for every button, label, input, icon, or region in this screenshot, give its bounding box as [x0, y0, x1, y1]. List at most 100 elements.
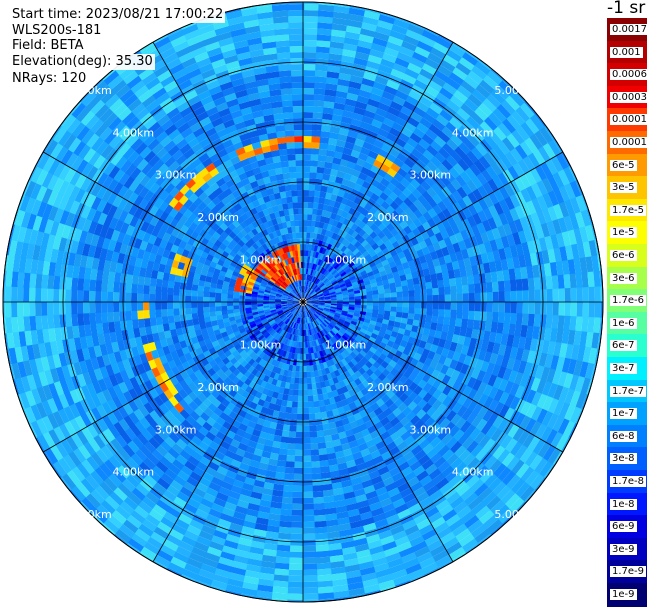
beta-cell [519, 102, 536, 120]
beta-cell [304, 280, 307, 287]
beta-cell [318, 306, 325, 309]
beta-cell [303, 22, 319, 29]
beta-cell [470, 146, 484, 161]
beta-cell [47, 300, 54, 316]
beta-cell [446, 138, 460, 152]
beta-cell [347, 325, 355, 332]
beta-cell [5, 285, 12, 302]
beta-cell [368, 357, 377, 366]
beta-cell [534, 365, 545, 381]
beta-cell [317, 203, 325, 211]
beta-cell [233, 305, 240, 310]
beta-cell [336, 276, 343, 283]
beta-cell [316, 325, 322, 332]
beta-cell [509, 245, 519, 259]
beta-cell [143, 301, 150, 311]
beta-cell [563, 166, 576, 185]
beta-cell [428, 468, 442, 481]
beta-cell [301, 575, 318, 582]
beta-cell [295, 437, 303, 444]
beta-cell [355, 101, 369, 111]
beta-cell [360, 291, 367, 297]
beta-cell [517, 159, 531, 175]
beta-cell [558, 402, 571, 420]
beta-cell [575, 272, 583, 289]
beta-cell [464, 98, 480, 113]
beta-cell [306, 297, 313, 301]
beta-cell [306, 304, 312, 308]
beta-cell [525, 389, 537, 405]
beta-cell [306, 300, 313, 302]
beta-cell [137, 275, 146, 286]
beta-cell [499, 199, 510, 214]
beta-cell [369, 92, 383, 103]
beta-cell [438, 287, 445, 296]
beta-cell [388, 446, 400, 457]
beta-cell [167, 301, 174, 310]
beta-cell [364, 253, 372, 261]
beta-cell [492, 376, 503, 390]
beta-cell [510, 148, 524, 164]
beta-cell [327, 273, 333, 280]
beta-cell [517, 360, 528, 375]
beta-cell [345, 280, 352, 286]
beta-cell [565, 245, 574, 262]
beta-cell [541, 411, 554, 428]
beta-cell [456, 505, 472, 520]
beta-cell [439, 109, 454, 123]
beta-cell [494, 431, 508, 447]
beta-cell [336, 299, 343, 303]
beta-cell [307, 268, 311, 275]
beta-cell [419, 35, 437, 48]
beta-cell [339, 316, 346, 321]
beta-cell [504, 493, 520, 510]
beta-cell [443, 340, 452, 351]
beta-cell [433, 521, 449, 535]
beta-cell [455, 174, 467, 188]
beta-cell [302, 431, 311, 438]
beta-cell [308, 244, 313, 251]
beta-cell [318, 316, 324, 322]
beta-cell [302, 389, 308, 396]
beta-cell [309, 172, 318, 179]
beta-cell [424, 57, 441, 71]
beta-cell [414, 143, 427, 155]
beta-cell [588, 302, 595, 319]
beta-cell [324, 280, 331, 286]
beta-cell [333, 263, 340, 270]
beta-cell [418, 340, 427, 350]
beta-cell [294, 443, 303, 450]
beta-cell [308, 289, 314, 295]
beta-cell [412, 513, 428, 526]
beta-cell [352, 348, 360, 356]
beta-cell [388, 466, 401, 477]
beta-cell [304, 274, 307, 281]
beta-cell [65, 276, 73, 290]
beta-cell [444, 294, 451, 303]
beta-cell [457, 259, 466, 270]
beta-cell [436, 392, 448, 404]
beta-cell [436, 382, 447, 393]
beta-cell [107, 280, 115, 293]
beta-cell [373, 31, 391, 42]
beta-cell [233, 298, 240, 302]
beta-cell [316, 430, 325, 438]
beta-cell [544, 125, 556, 141]
beta-cell [95, 301, 102, 313]
beta-cell [399, 322, 407, 330]
beta-cell [414, 302, 421, 309]
beta-cell [318, 2, 336, 6]
beta-cell [544, 235, 554, 252]
beta-cell [344, 363, 352, 371]
beta-cell [452, 500, 468, 515]
beta-cell [309, 178, 317, 185]
beta-cell [536, 180, 549, 197]
beta-cell [332, 246, 339, 254]
beta-cell [422, 382, 433, 394]
beta-cell [309, 232, 315, 239]
beta-cell [457, 432, 470, 446]
beta-cell [430, 140, 443, 153]
beta-cell [372, 455, 384, 465]
beta-cell [426, 539, 443, 552]
beta-cell [324, 296, 331, 299]
